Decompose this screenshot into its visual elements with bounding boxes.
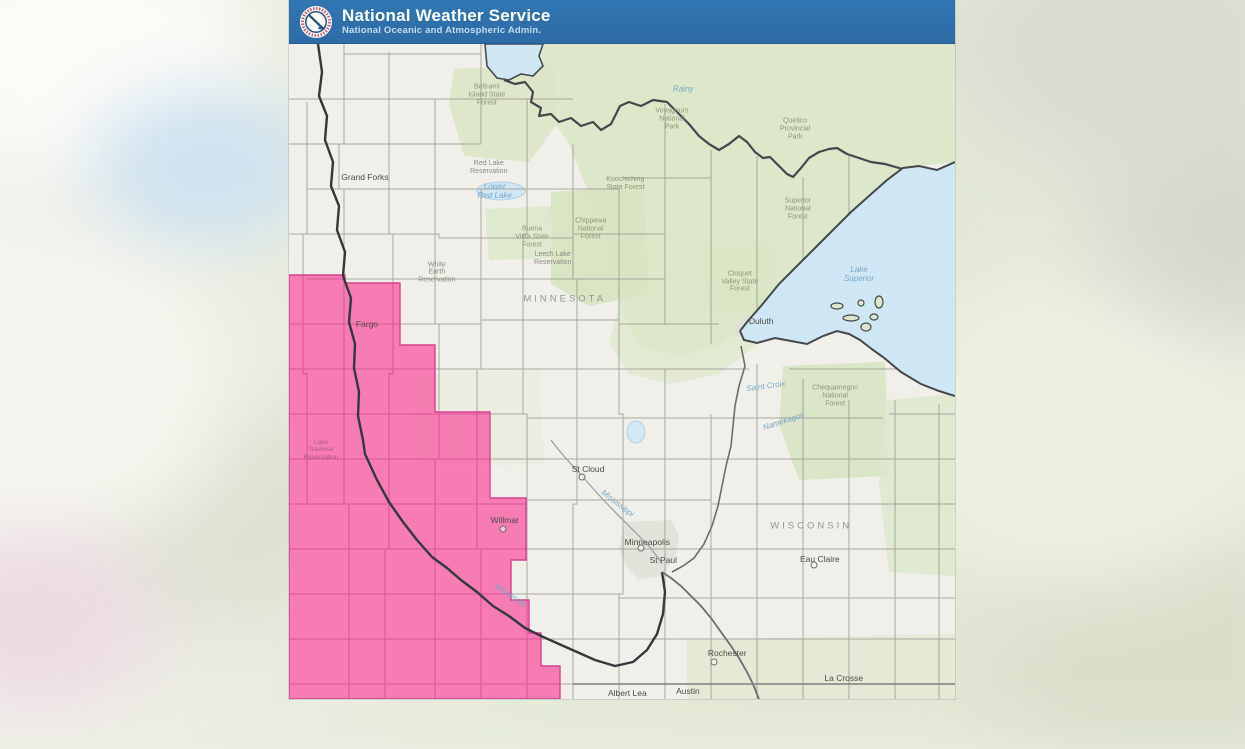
nws-map-card: National Weather Service National Oceani… (289, 0, 955, 699)
nws-noaa-logo-icon (299, 5, 333, 39)
warning-map[interactable]: Grand Forks Fargo Duluth St Cloud Willmar Min… (289, 44, 955, 699)
header-text: National Weather Service National Oceani… (342, 5, 551, 37)
nws-header: National Weather Service National Oceani… (289, 0, 955, 44)
map-geometry (289, 44, 955, 699)
header-subtitle: National Oceanic and Atmospheric Admin. (342, 25, 542, 37)
header-title: National Weather Service (342, 5, 551, 25)
